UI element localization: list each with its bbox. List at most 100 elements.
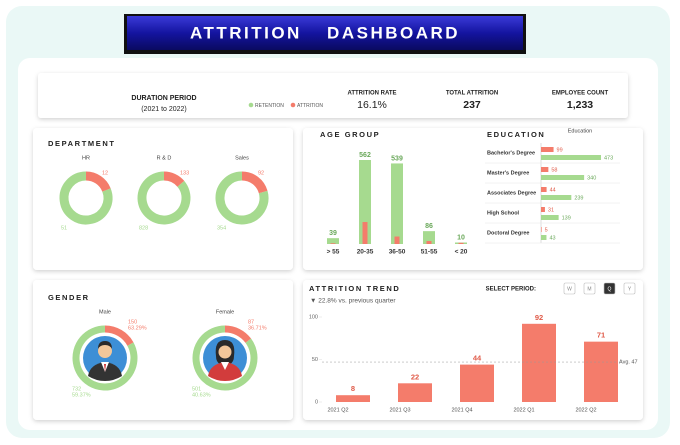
control-label: SELECT PERIOD:	[486, 287, 536, 293]
value-label: 92	[258, 170, 264, 176]
chart-title: ATTRITION TREND	[309, 284, 400, 293]
value-label: 71	[597, 331, 605, 340]
value-label: 31	[548, 207, 554, 213]
legend-swatch	[290, 102, 296, 108]
category-label: R & D	[157, 155, 172, 161]
category-label: Female	[216, 309, 234, 315]
x-tick-label: 2021 Q4	[451, 407, 472, 413]
x-tick-label: 2022 Q1	[513, 407, 534, 413]
avatar-female	[203, 336, 247, 381]
value-label: 828	[139, 225, 148, 231]
y-tick-label: 100	[309, 314, 318, 320]
bar	[522, 323, 556, 402]
category-label: Associates Degree	[487, 190, 536, 196]
value-label: 44	[550, 187, 556, 193]
chart-subtitle: ▼ 22.8% vs. previous quarter	[310, 298, 396, 305]
legend-label: ATTRITION	[297, 103, 323, 109]
x-tick-label: 2021 Q2	[327, 407, 348, 413]
kpi-value: 237	[463, 99, 481, 111]
period-button[interactable]	[603, 282, 616, 295]
period: (2021 to 2022)	[141, 106, 187, 113]
share-label: 36.71%	[248, 325, 267, 331]
reference-label: Avg. 47	[619, 360, 638, 366]
y-tick-label: 50	[312, 357, 318, 363]
bar	[541, 195, 572, 200]
x-tick-label: 36-50	[389, 249, 406, 256]
donut-segment	[163, 171, 185, 187]
value-label: 340	[587, 175, 596, 181]
legend-swatch	[248, 102, 254, 108]
value-label: 239	[574, 195, 583, 201]
category-label: Male	[99, 309, 111, 315]
category-label: HR	[82, 155, 90, 161]
chart-title: AGE GROUP	[320, 130, 380, 139]
x-tick-label: 2022 Q2	[575, 407, 596, 413]
kpi-label: EMPLOYEE COUNT	[552, 91, 609, 97]
bar	[458, 242, 464, 244]
donut-segment	[137, 171, 191, 225]
chart-title: EDUCATION	[487, 130, 545, 139]
category-label: Master's Degree	[487, 170, 529, 176]
category-label: Sales	[235, 155, 249, 161]
value-label: 99	[557, 147, 563, 153]
bar	[541, 167, 549, 172]
category-label: Doctoral Degree	[487, 230, 530, 236]
ring-segment	[224, 325, 252, 343]
value-label: 133	[180, 170, 189, 176]
period-label: DURATION PERIOD	[131, 95, 196, 102]
ring-segment	[192, 325, 258, 391]
legend-label: RETENTION	[255, 103, 284, 109]
bar	[541, 207, 545, 212]
value-label: 562	[359, 152, 371, 159]
share-label: 59.37%	[72, 392, 91, 398]
bar	[391, 163, 403, 244]
value-label: 501	[192, 386, 201, 392]
bar	[327, 238, 339, 244]
period-button-label: M	[587, 286, 591, 292]
bar	[541, 175, 585, 180]
share-label: 63.29%	[128, 325, 147, 331]
bar	[398, 383, 432, 402]
category-label: High School	[487, 210, 520, 216]
bar	[394, 236, 400, 244]
ring-segment	[104, 325, 134, 346]
banner	[127, 16, 523, 50]
bar	[541, 215, 559, 220]
value-label: 10	[457, 234, 465, 241]
bar	[336, 395, 370, 402]
x-tick-label: 20-35	[357, 249, 374, 256]
donut-segment	[85, 171, 111, 192]
donut-segment	[215, 171, 269, 225]
value-label: 43	[549, 235, 555, 241]
y-tick-label: 0	[315, 399, 318, 405]
bar	[541, 147, 554, 152]
value-label: 58	[551, 167, 557, 173]
kpi-value: 16.1%	[357, 99, 387, 111]
x-tick-label: < 20	[455, 249, 468, 256]
period-button[interactable]	[623, 282, 636, 295]
bar	[423, 231, 435, 244]
bar	[362, 222, 368, 244]
value-label: 39	[329, 230, 337, 237]
kpi-label: TOTAL ATTRITION	[446, 91, 498, 97]
bar	[426, 241, 432, 244]
dashboard-title: ATTRITION DASHBOARD	[190, 23, 460, 42]
period-button[interactable]	[563, 282, 576, 295]
kpi-card	[38, 73, 628, 118]
chart-subtitle: Education	[568, 128, 592, 134]
ring-segment	[72, 325, 138, 391]
donut-segment	[59, 171, 113, 225]
period-button[interactable]	[583, 282, 596, 295]
value-label: 22	[411, 372, 419, 381]
period-button-label: Y	[628, 286, 632, 292]
x-tick-label: 51-55	[421, 249, 438, 256]
bar	[460, 364, 494, 402]
bar	[330, 243, 336, 244]
kpi-label: ATTRITION RATE	[347, 91, 396, 97]
bar	[541, 155, 601, 160]
age-education-card	[303, 128, 643, 270]
bar	[541, 235, 547, 240]
category-label: Bachelor's Degree	[487, 150, 535, 156]
value-label: 354	[217, 225, 226, 231]
